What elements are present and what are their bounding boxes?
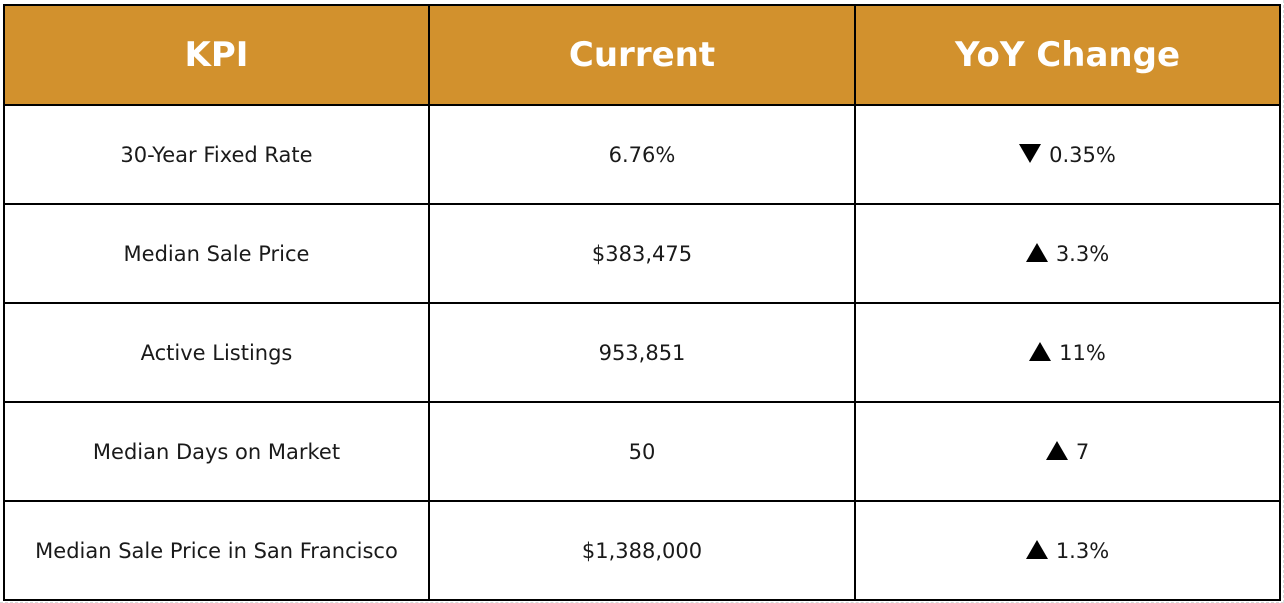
table-header: KPI Current YoY Change [3,4,1281,106]
table-row: Median Sale Price $383,475 3.3% [3,203,1281,304]
yoy-change-cell: 1.3% [854,500,1281,601]
current-cell: 953,851 [428,302,856,403]
yoy-change-cell: 7 [854,401,1281,502]
up-triangle-icon [1025,243,1048,262]
kpi-cell: Median Sale Price [3,203,430,304]
yoy-change-value: 1.3% [1055,538,1110,563]
yoy-change-value: 11% [1059,340,1106,365]
header-yoy-change: YoY Change [854,4,1281,106]
yoy-change-value: 0.35% [1049,142,1116,167]
up-triangle-icon [1045,441,1068,460]
header-current: Current [428,4,856,106]
table-row: Median Sale Price in San Francisco $1,38… [3,500,1281,601]
yoy-change-value: 7 [1075,439,1090,464]
yoy-change-cell: 3.3% [854,203,1281,304]
yoy-change-cell: 0.35% [854,104,1281,205]
current-cell: 6.76% [428,104,856,205]
kpi-cell: 30-Year Fixed Rate [3,104,430,205]
up-triangle-icon [1029,342,1052,361]
current-cell: 50 [428,401,856,502]
current-cell: $1,388,000 [428,500,856,601]
kpi-table: KPI Current YoY Change 30-Year Fixed Rat… [3,4,1281,601]
header-row: KPI Current YoY Change [3,4,1281,106]
kpi-cell: Median Sale Price in San Francisco [3,500,430,601]
up-triangle-icon [1025,540,1048,559]
table-body: 30-Year Fixed Rate 6.76% 0.35% Median Sa… [3,104,1281,601]
kpi-cell: Median Days on Market [3,401,430,502]
current-cell: $383,475 [428,203,856,304]
header-kpi: KPI [3,4,430,106]
table-row: Median Days on Market 50 7 [3,401,1281,502]
yoy-change-value: 3.3% [1055,241,1110,266]
kpi-cell: Active Listings [3,302,430,403]
down-triangle-icon [1019,144,1042,163]
yoy-change-cell: 11% [854,302,1281,403]
table-row: 30-Year Fixed Rate 6.76% 0.35% [3,104,1281,205]
table-row: Active Listings 953,851 11% [3,302,1281,403]
